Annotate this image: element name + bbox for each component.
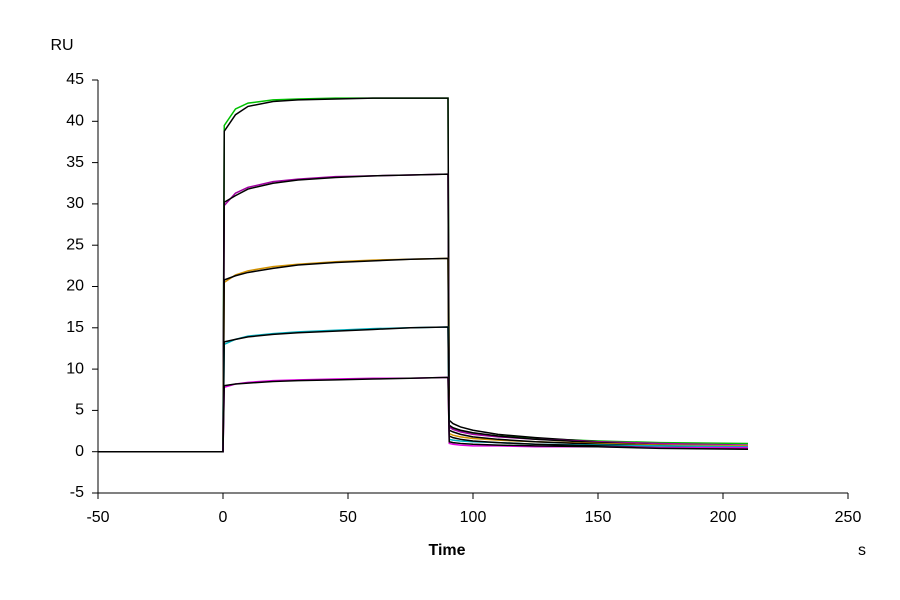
y-tick-label: 25 xyxy=(66,236,84,253)
y-axis-label: RU xyxy=(50,37,73,54)
y-tick-label: 0 xyxy=(75,443,84,460)
series-line xyxy=(98,257,749,453)
series-line xyxy=(98,173,749,453)
x-tick-label: -50 xyxy=(86,509,109,526)
y-tick-label: 30 xyxy=(66,195,84,212)
series-line xyxy=(98,326,749,453)
y-tick-label: 5 xyxy=(75,402,84,419)
y-tick-label: 35 xyxy=(66,154,84,171)
x-tick-label: 150 xyxy=(585,509,612,526)
y-tick-label: 20 xyxy=(66,278,84,295)
y-tick-label: 45 xyxy=(66,71,84,88)
series-line xyxy=(98,376,748,453)
x-tick-label: 200 xyxy=(710,509,737,526)
series-line xyxy=(98,326,749,453)
x-axis-unit: s xyxy=(858,542,866,559)
y-tick-label: 15 xyxy=(66,319,84,336)
x-tick-label: 0 xyxy=(219,509,228,526)
series-line xyxy=(98,97,749,453)
series-line xyxy=(98,376,749,453)
y-tick-label: 40 xyxy=(66,113,84,130)
series-line xyxy=(98,173,749,453)
x-tick-label: 50 xyxy=(339,509,357,526)
series-line xyxy=(98,257,749,453)
x-axis-label: Time xyxy=(428,542,465,559)
y-tick-label: -5 xyxy=(70,484,84,501)
y-tick-label: 10 xyxy=(66,360,84,377)
x-tick-label: 100 xyxy=(460,509,487,526)
series-line xyxy=(98,97,749,453)
x-tick-label: 250 xyxy=(835,509,862,526)
